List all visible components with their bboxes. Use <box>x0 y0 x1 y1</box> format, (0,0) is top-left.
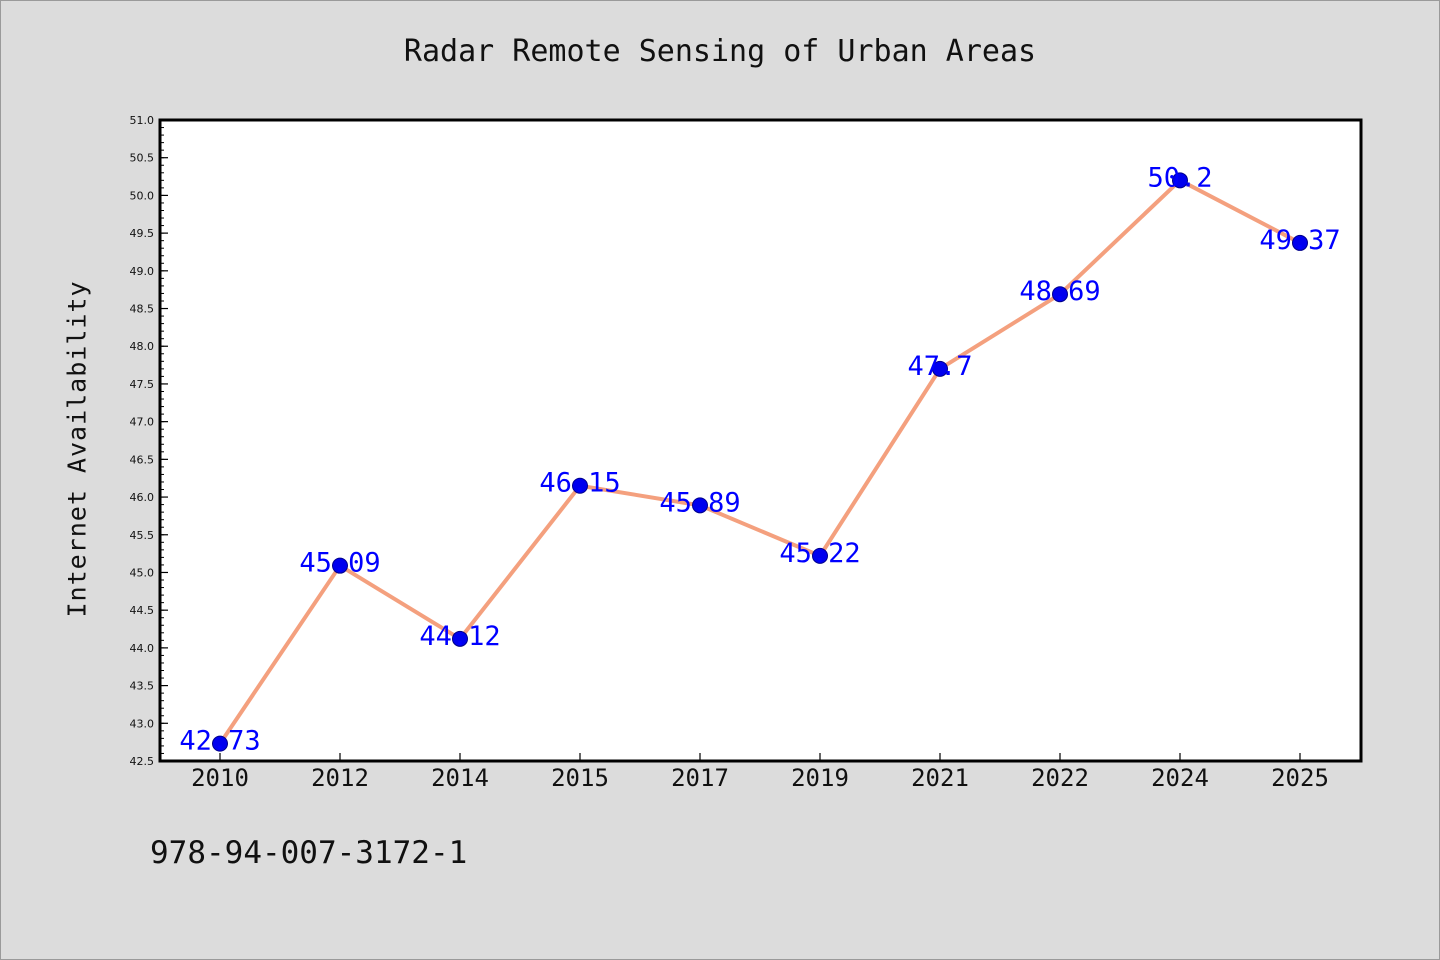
y-tick-label: 51.0 <box>130 114 155 127</box>
x-tick-label: 2021 <box>911 764 969 792</box>
y-tick-label: 49.0 <box>130 265 155 278</box>
data-label: 45.22 <box>779 538 860 569</box>
x-tick-label: 2012 <box>311 764 369 792</box>
y-tick-label: 47.0 <box>130 416 155 429</box>
plot-area <box>160 120 1361 761</box>
data-label: 45.09 <box>299 548 380 579</box>
data-point <box>1172 172 1188 189</box>
x-tick-label: 2019 <box>791 764 849 792</box>
data-label: 48.69 <box>1019 276 1100 307</box>
y-tick-label: 43.0 <box>130 717 155 730</box>
y-tick-label: 46.5 <box>130 453 155 466</box>
y-tick-label: 42.5 <box>130 755 155 768</box>
data-point <box>572 477 588 494</box>
data-point <box>332 557 348 574</box>
y-tick-label: 44.5 <box>130 604 155 617</box>
data-point <box>812 547 828 564</box>
x-tick-label: 2014 <box>431 764 489 792</box>
x-tick-label: 2025 <box>1271 764 1329 792</box>
x-tick-label: 2010 <box>191 764 249 792</box>
y-tick-label: 48.0 <box>130 340 155 353</box>
x-tick-label: 2015 <box>551 764 609 792</box>
data-label: 46.15 <box>539 468 620 499</box>
data-point <box>1292 234 1308 251</box>
data-point <box>212 735 228 752</box>
y-tick-label: 45.5 <box>130 529 155 542</box>
x-tick-label: 2024 <box>1151 764 1209 792</box>
y-tick-label: 48.5 <box>130 303 155 316</box>
y-tick-label: 50.5 <box>130 152 155 165</box>
data-label: 49.37 <box>1259 225 1340 256</box>
plot-frame <box>158 118 1363 763</box>
isbn-text: 978-94-007-3172-1 <box>150 835 468 871</box>
y-tick-label: 44.0 <box>130 642 155 655</box>
data-point <box>452 630 468 647</box>
data-point <box>692 497 708 514</box>
data-label: 50.2 <box>1147 162 1212 193</box>
y-tick-label: 45.0 <box>130 566 155 579</box>
data-point <box>1052 286 1068 303</box>
data-label: 47.7 <box>907 351 972 382</box>
data-label: 44.12 <box>419 621 500 652</box>
y-tick-label: 50.0 <box>130 189 155 202</box>
series-line <box>218 178 1302 746</box>
x-tick-label: 2017 <box>671 764 729 792</box>
y-tick-label: 49.5 <box>130 227 155 240</box>
data-label: 45.89 <box>659 487 740 518</box>
x-tick-label: 2022 <box>1031 764 1089 792</box>
y-tick-label: 47.5 <box>130 378 155 391</box>
data-point <box>932 360 948 377</box>
y-tick-label: 46.0 <box>130 491 155 504</box>
data-label: 42.73 <box>179 726 260 757</box>
y-tick-label: 43.5 <box>130 680 155 693</box>
chart-title: Radar Remote Sensing of Urban Areas <box>403 34 1037 69</box>
